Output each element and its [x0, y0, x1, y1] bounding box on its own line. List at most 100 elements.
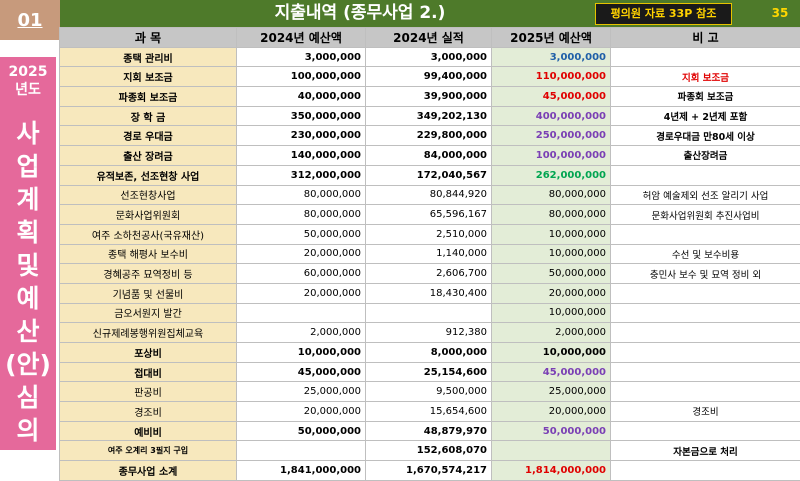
row-budget-2025: 80,000,000	[492, 205, 611, 225]
side-char: 예	[0, 282, 56, 315]
side-year-suffix: 년도	[0, 81, 56, 99]
row-note	[611, 283, 800, 303]
table-header-row: 과 목 2024년 예산액 2024년 실적 2025년 예산액 비 고	[60, 28, 800, 48]
row-budget-2025: 45,000,000	[492, 87, 611, 107]
row-item: 판공비	[60, 382, 237, 402]
header-note: 비 고	[611, 28, 800, 48]
header-budget-2024: 2024년 예산액	[237, 28, 366, 48]
row-budget-2024: 20,000,000	[237, 283, 366, 303]
row-budget-2025: 1,814,000,000	[492, 461, 611, 481]
row-budget-2024	[237, 441, 366, 461]
side-char: 획	[0, 216, 56, 249]
row-item: 신규제례봉행위원집체교육	[60, 323, 237, 343]
row-actual-2024: 15,654,600	[366, 402, 492, 422]
row-budget-2024: 80,000,000	[237, 205, 366, 225]
row-budget-2024: 1,841,000,000	[237, 461, 366, 481]
row-actual-2024: 152,608,070	[366, 441, 492, 461]
row-budget-2025: 100,000,000	[492, 146, 611, 166]
row-budget-2024: 100,000,000	[237, 67, 366, 87]
row-budget-2024	[237, 303, 366, 323]
row-item: 포상비	[60, 343, 237, 363]
row-actual-2024: 65,596,167	[366, 205, 492, 225]
row-actual-2024: 48,879,970	[366, 421, 492, 441]
row-budget-2025: 45,000,000	[492, 362, 611, 382]
side-char: (안)	[0, 348, 56, 381]
row-actual-2024: 8,000,000	[366, 343, 492, 363]
side-char: 업	[0, 150, 56, 183]
row-budget-2025: 400,000,000	[492, 106, 611, 126]
row-item: 예비비	[60, 421, 237, 441]
row-actual-2024	[366, 303, 492, 323]
row-actual-2024: 80,844,920	[366, 185, 492, 205]
row-item: 기념품 및 선물비	[60, 283, 237, 303]
row-budget-2025	[492, 441, 611, 461]
row-budget-2024: 60,000,000	[237, 264, 366, 284]
row-budget-2024: 20,000,000	[237, 402, 366, 422]
row-budget-2024: 3,000,000	[237, 47, 366, 67]
side-year: 2025 년도	[0, 63, 56, 99]
budget-table: 과 목 2024년 예산액 2024년 실적 2025년 예산액 비 고 종택 …	[59, 27, 800, 481]
row-item: 종무사업 소계	[60, 461, 237, 481]
row-note: 충민사 보수 및 묘역 정비 외	[611, 264, 800, 284]
header-item: 과 목	[60, 28, 237, 48]
row-budget-2024: 80,000,000	[237, 185, 366, 205]
row-item: 접대비	[60, 362, 237, 382]
row-budget-2024: 45,000,000	[237, 362, 366, 382]
row-actual-2024: 1,670,574,217	[366, 461, 492, 481]
side-year-number: 2025	[0, 63, 56, 81]
row-actual-2024: 25,154,600	[366, 362, 492, 382]
row-budget-2024: 50,000,000	[237, 224, 366, 244]
row-item: 경로 우대금	[60, 126, 237, 146]
row-note: 허암 예술제외 선조 알리기 사업	[611, 185, 800, 205]
row-item: 지회 보조금	[60, 67, 237, 87]
page-number: 01	[0, 0, 60, 40]
row-item: 선조현창사업	[60, 185, 237, 205]
header-budget-2025: 2025년 예산액	[492, 28, 611, 48]
row-actual-2024: 2,606,700	[366, 264, 492, 284]
row-item: 장 학 금	[60, 106, 237, 126]
row-actual-2024: 18,430,400	[366, 283, 492, 303]
row-note	[611, 165, 800, 185]
side-char: 심	[0, 381, 56, 414]
row-actual-2024: 9,500,000	[366, 382, 492, 402]
header-actual-2024: 2024년 실적	[366, 28, 492, 48]
reference-badge: 평의원 자료 33P 참조	[595, 3, 732, 25]
row-note	[611, 224, 800, 244]
row-note	[611, 303, 800, 323]
row-note: 경조비	[611, 402, 800, 422]
row-budget-2025: 250,000,000	[492, 126, 611, 146]
row-budget-2024: 140,000,000	[237, 146, 366, 166]
row-actual-2024: 84,000,000	[366, 146, 492, 166]
row-budget-2024: 350,000,000	[237, 106, 366, 126]
row-item: 종택 관리비	[60, 47, 237, 67]
row-note: 4년제 + 2년제 포함	[611, 106, 800, 126]
page-title: 지출내역 (종무사업 2.)	[60, 0, 660, 27]
row-budget-2024: 25,000,000	[237, 382, 366, 402]
row-note	[611, 323, 800, 343]
row-actual-2024: 912,380	[366, 323, 492, 343]
row-budget-2024: 312,000,000	[237, 165, 366, 185]
row-actual-2024: 2,510,000	[366, 224, 492, 244]
row-budget-2025: 20,000,000	[492, 283, 611, 303]
row-note: 경로우대금 만80세 이상	[611, 126, 800, 146]
row-actual-2024: 229,800,000	[366, 126, 492, 146]
row-budget-2024: 2,000,000	[237, 323, 366, 343]
